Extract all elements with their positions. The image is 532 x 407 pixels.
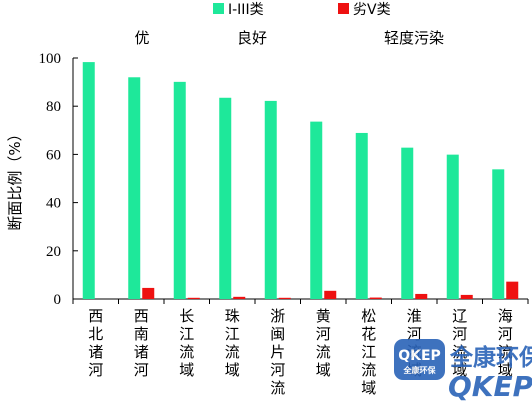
legend-label: I-III类 — [228, 2, 264, 18]
x-category-label: 黄河流域 — [316, 307, 331, 379]
y-tick-label: 100 — [39, 51, 62, 67]
y-tick-label: 60 — [46, 147, 61, 163]
qkep-badge-subtext: 全康环保 — [403, 365, 437, 375]
x-category-label: 辽河流域 — [452, 307, 467, 379]
bar-class-worse-v — [278, 297, 291, 299]
bar-class-worse-v — [142, 287, 155, 299]
plot-area: 0 20 40 60 80 100 西北诸河 西南诸河 长江流域 珠江流域 浙闽片河流 黄河流域 松花江… — [39, 51, 529, 397]
x-category-label: 浙闽片河流 — [270, 307, 285, 397]
bar-class-worse-v — [415, 293, 428, 299]
qkep-brand-cn: 全康环保 — [449, 344, 532, 371]
qkep-badge — [394, 339, 445, 380]
x-category-label: 海河流域 — [498, 307, 513, 379]
bar-class-worse-v — [369, 297, 382, 299]
y-tick-label: 20 — [46, 244, 61, 260]
y-tick-label: 80 — [46, 99, 61, 115]
legend-label: 劣V类 — [353, 2, 391, 18]
legend-swatch — [338, 3, 349, 14]
bar-class-worse-v — [187, 297, 200, 299]
bar-class-i-iii — [264, 100, 277, 299]
bar-class-i-iii — [492, 169, 505, 299]
bar-class-i-iii — [219, 97, 232, 299]
x-category-label: 松花江流域 — [361, 307, 376, 397]
bar-class-i-iii — [401, 147, 414, 299]
bar-class-i-iii — [310, 121, 323, 300]
quality-group-label: 优 — [134, 29, 149, 47]
quality-group-label: 轻度污染 — [384, 29, 444, 47]
bar-class-i-iii — [355, 132, 368, 299]
y-tick-label: 0 — [54, 292, 62, 308]
legend-swatch — [213, 3, 224, 14]
x-category-label: 珠江流域 — [225, 307, 240, 379]
bar-class-i-iii — [128, 77, 141, 299]
qkep-badge-text: QKEP — [398, 348, 441, 364]
qkep-brand-en: QKEP — [448, 370, 532, 403]
x-category-label: 西南诸河 — [134, 307, 149, 379]
quality-group-labels: 优 良好 轻度污染 — [134, 29, 444, 47]
quality-group-label: 良好 — [237, 29, 267, 47]
bar-class-i-iii — [82, 62, 95, 299]
bar-class-worse-v — [233, 296, 246, 299]
legend: I-III类 劣V类 — [213, 2, 391, 18]
x-category-label: 长江流域 — [179, 307, 194, 379]
bar-class-worse-v — [460, 294, 473, 299]
x-category-label: 西北诸河 — [88, 307, 103, 379]
bar-class-worse-v — [324, 290, 337, 299]
y-axis-label: 断面比例（%） — [6, 126, 24, 230]
y-tick-label: 40 — [46, 196, 61, 212]
bar-class-i-iii — [173, 81, 186, 299]
bar-class-i-iii — [446, 154, 459, 299]
bar-class-worse-v — [506, 281, 519, 299]
